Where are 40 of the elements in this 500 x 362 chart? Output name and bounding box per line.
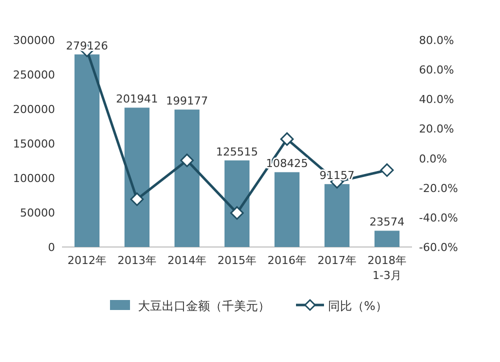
y2-tick-label: 60.0% bbox=[419, 64, 454, 77]
x-tick-label: 2016年 bbox=[268, 254, 306, 267]
y-tick-label: 300000 bbox=[13, 34, 55, 47]
y2-tick-label: 20.0% bbox=[419, 122, 454, 136]
point bbox=[230, 206, 244, 220]
y2-tick-label: -20.0% bbox=[419, 182, 458, 195]
x-tick-label: 2015年 bbox=[218, 254, 256, 267]
y-tick-label: 50000 bbox=[20, 206, 55, 220]
point bbox=[130, 192, 144, 206]
y-tick-label: 250000 bbox=[13, 68, 55, 82]
y2-tick-label: 0.0% bbox=[419, 152, 447, 166]
bar bbox=[174, 110, 200, 247]
x-tick-label: 2014年 bbox=[168, 254, 206, 267]
text: 23574 bbox=[370, 216, 404, 229]
y-tick-label: 150000 bbox=[13, 138, 55, 150]
legend-label: 大豆出口金额（千美元） bbox=[138, 299, 270, 313]
text: 199177 bbox=[166, 94, 208, 108]
bar bbox=[124, 108, 150, 247]
bar bbox=[74, 54, 100, 247]
x-tick-label: 2013年 bbox=[118, 254, 156, 267]
legend-label: 同比（%） bbox=[328, 299, 388, 313]
bar bbox=[224, 160, 250, 247]
bar bbox=[324, 184, 350, 247]
x-tick-label: 2017年 bbox=[318, 254, 356, 267]
point bbox=[280, 132, 294, 146]
x-tick-label: 2018年1-3月 bbox=[368, 254, 406, 282]
y-tick-label: 0 bbox=[48, 241, 55, 254]
text: 201941 bbox=[116, 92, 158, 106]
point bbox=[180, 154, 194, 168]
y2-tick-label: -60.0% bbox=[419, 241, 458, 254]
y-tick-label: 200000 bbox=[13, 103, 55, 116]
text: 125515 bbox=[216, 145, 258, 158]
y2-tick-label: 40.0% bbox=[419, 93, 454, 106]
y2-tick-label: 80.0% bbox=[419, 34, 454, 47]
x-tick-label: 2012年 bbox=[68, 254, 106, 267]
bar bbox=[374, 230, 400, 247]
y-tick-label: 100000 bbox=[13, 172, 55, 185]
bar bbox=[274, 172, 300, 247]
point bbox=[380, 163, 394, 177]
y2-tick-label: -40.0% bbox=[419, 211, 458, 224]
